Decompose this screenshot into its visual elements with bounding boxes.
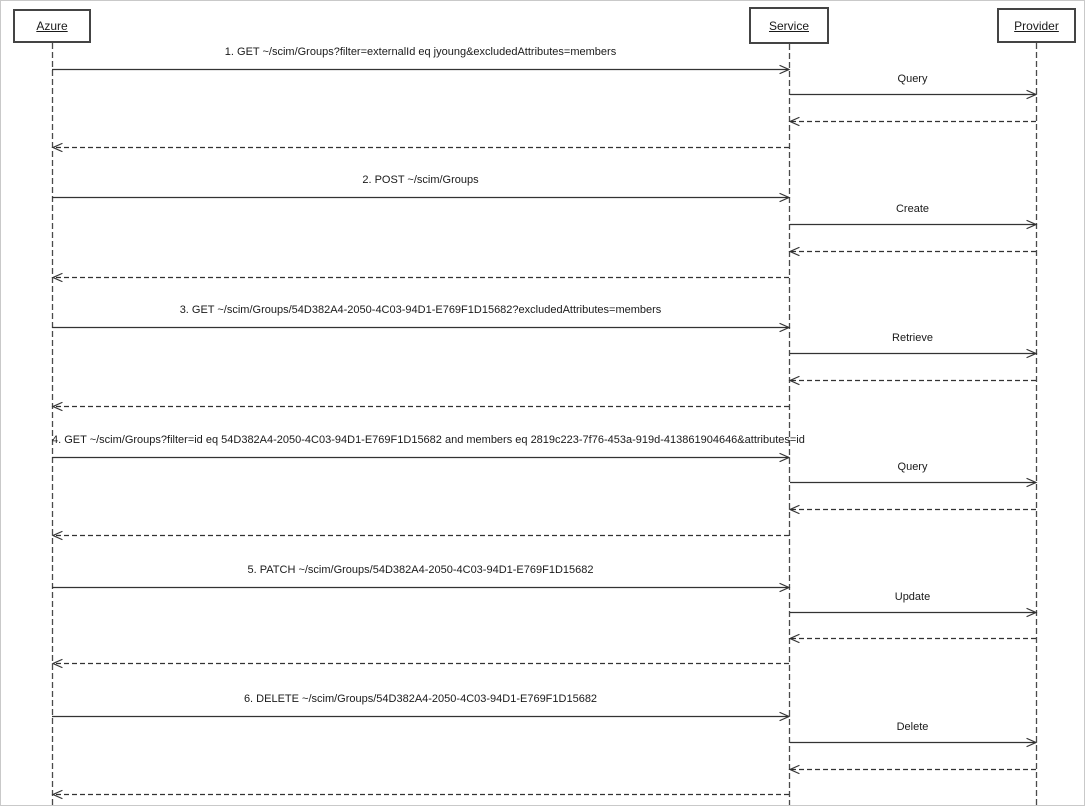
arrowhead-right-icon <box>779 582 791 593</box>
arrowhead-left-icon <box>788 764 800 775</box>
arrowhead-left-icon <box>51 401 63 412</box>
actor-box-provider: Provider <box>997 8 1076 43</box>
arrowhead-left-icon <box>51 658 63 669</box>
actor-box-service: Service <box>749 7 829 44</box>
action-label-3: Retrieve <box>892 332 933 344</box>
interaction-5 <box>51 582 1038 669</box>
arrowhead-left-icon <box>788 246 800 257</box>
interaction-2 <box>51 192 1038 283</box>
arrowhead-right-icon <box>1026 737 1038 748</box>
action-label-2: Create <box>895 203 930 215</box>
actor-label-service: Service <box>768 18 809 33</box>
arrowhead-left-icon <box>51 789 63 800</box>
arrowhead-left-icon <box>51 530 63 541</box>
arrowhead-right-icon <box>779 452 791 463</box>
request-message-6: 6. DELETE ~/scim/Groups/54D382A4-2050-4C… <box>243 693 598 705</box>
arrowhead-right-icon <box>779 192 791 203</box>
interaction-6 <box>51 711 1038 800</box>
request-message-1: 1. GET ~/scim/Groups?filter=externalId e… <box>224 46 617 58</box>
arrowhead-left-icon <box>788 633 800 644</box>
actor-label-provider: Provider <box>1014 18 1059 33</box>
interaction-3 <box>51 322 1038 412</box>
actor-label-azure: Azure <box>36 19 68 33</box>
arrowhead-right-icon <box>1026 219 1038 230</box>
action-label-4: Query <box>897 461 928 473</box>
arrowhead-right-icon <box>779 711 791 722</box>
arrowhead-right-icon <box>1026 348 1038 359</box>
request-message-2: 2. POST ~/scim/Groups <box>362 174 479 186</box>
arrowhead-right-icon <box>1026 89 1038 100</box>
interaction-4 <box>51 452 1038 541</box>
arrowhead-left-icon <box>788 375 800 386</box>
request-message-3: 3. GET ~/scim/Groups/54D382A4-2050-4C03-… <box>179 304 662 316</box>
actor-box-azure: Azure <box>13 9 91 43</box>
action-label-5: Update <box>894 591 931 603</box>
arrowhead-left-icon <box>51 272 63 283</box>
action-label-1: Query <box>897 73 928 85</box>
arrowhead-right-icon <box>1026 607 1038 618</box>
arrowhead-left-icon <box>51 142 63 153</box>
action-label-6: Delete <box>896 721 929 733</box>
request-message-4: 4. GET ~/scim/Groups?filter=id eq 54D382… <box>52 434 805 446</box>
arrowhead-left-icon <box>788 116 800 127</box>
arrowhead-right-icon <box>779 64 791 75</box>
request-message-5: 5. PATCH ~/scim/Groups/54D382A4-2050-4C0… <box>247 564 594 576</box>
interaction-1 <box>51 64 1038 153</box>
arrowhead-left-icon <box>788 504 800 515</box>
arrowhead-right-icon <box>779 322 791 333</box>
arrowhead-right-icon <box>1026 477 1038 488</box>
